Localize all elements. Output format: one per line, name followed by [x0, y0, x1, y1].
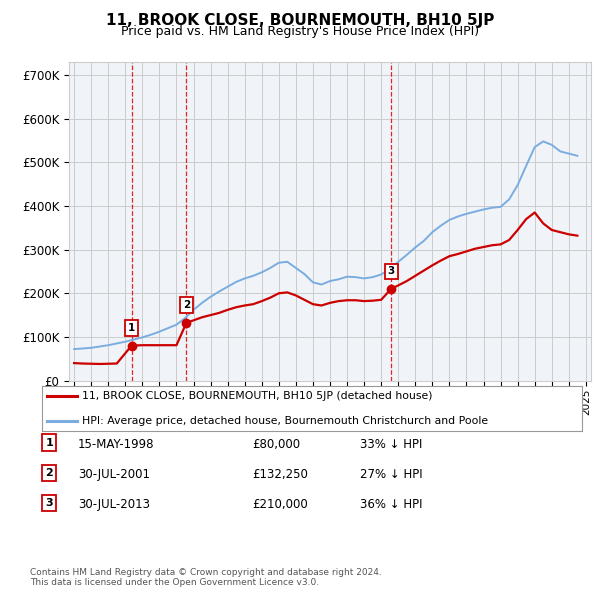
Text: 33% ↓ HPI: 33% ↓ HPI [360, 438, 422, 451]
Text: Price paid vs. HM Land Registry's House Price Index (HPI): Price paid vs. HM Land Registry's House … [121, 25, 479, 38]
Text: 27% ↓ HPI: 27% ↓ HPI [360, 468, 422, 481]
Text: 3: 3 [388, 267, 395, 277]
Text: £132,250: £132,250 [252, 468, 308, 481]
Text: £80,000: £80,000 [252, 438, 300, 451]
Text: 2: 2 [183, 300, 190, 310]
Text: 11, BROOK CLOSE, BOURNEMOUTH, BH10 5JP (detached house): 11, BROOK CLOSE, BOURNEMOUTH, BH10 5JP (… [83, 391, 433, 401]
Text: 2: 2 [46, 468, 53, 478]
Text: 30-JUL-2001: 30-JUL-2001 [78, 468, 150, 481]
Text: £210,000: £210,000 [252, 498, 308, 511]
Text: 1: 1 [128, 323, 135, 333]
Text: 30-JUL-2013: 30-JUL-2013 [78, 498, 150, 511]
Text: Contains HM Land Registry data © Crown copyright and database right 2024.
This d: Contains HM Land Registry data © Crown c… [30, 568, 382, 587]
Text: 1: 1 [46, 438, 53, 448]
Text: 15-MAY-1998: 15-MAY-1998 [78, 438, 155, 451]
Text: 11, BROOK CLOSE, BOURNEMOUTH, BH10 5JP: 11, BROOK CLOSE, BOURNEMOUTH, BH10 5JP [106, 13, 494, 28]
Text: 36% ↓ HPI: 36% ↓ HPI [360, 498, 422, 511]
Text: 3: 3 [46, 498, 53, 508]
Text: HPI: Average price, detached house, Bournemouth Christchurch and Poole: HPI: Average price, detached house, Bour… [83, 416, 488, 426]
